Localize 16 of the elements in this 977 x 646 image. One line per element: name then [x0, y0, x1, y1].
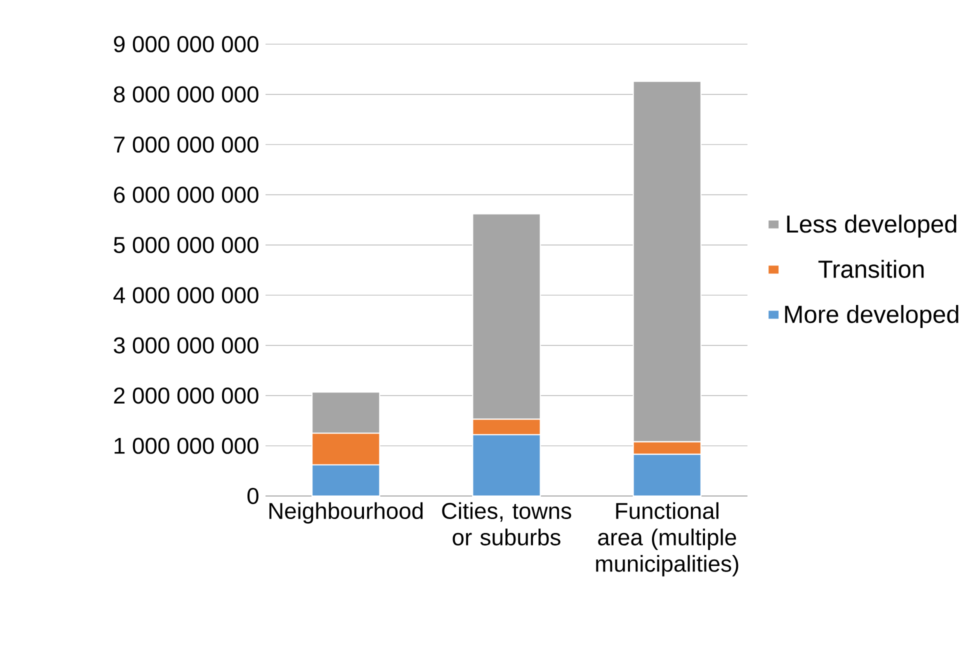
y-tick-label: 9 000 000 000: [114, 36, 258, 52]
y-tick-label: 3 000 000 000: [114, 337, 258, 354]
legend-label: More developed: [785, 304, 958, 328]
y-tick-label: 8 000 000 000: [114, 86, 258, 102]
legend-label: Less developed: [787, 214, 956, 238]
y-tick-label: 7 000 000 000: [114, 136, 258, 153]
y-tick-label: 2 000 000 000: [114, 387, 258, 404]
x-tick-label: Neighbourhood: [269, 502, 423, 524]
legend-label: Transition: [818, 260, 924, 278]
x-tick-label: Functional area (multiple municipalities): [596, 502, 738, 576]
y-tick-label: 4 000 000 000: [113, 286, 258, 304]
y-tick-label: 6 000 000 000: [114, 186, 258, 203]
y-tick-label: 0: [247, 488, 258, 504]
x-tick-label: Cities, towns or suburbs: [442, 502, 572, 546]
y-tick-label: 1 000 000 000: [114, 438, 258, 454]
y-tick-label: 5 000 000 000: [114, 236, 258, 253]
